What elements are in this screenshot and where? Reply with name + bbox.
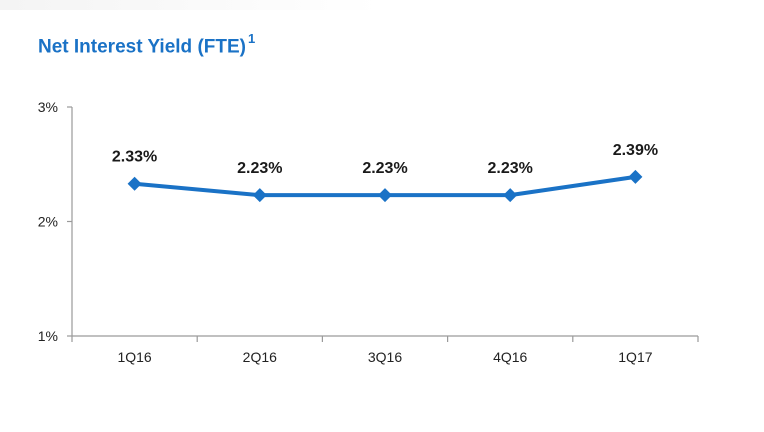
x-tick-label: 2Q16	[243, 349, 277, 365]
top-fade-decoration	[0, 0, 380, 10]
x-tick-label: 1Q17	[618, 349, 652, 365]
x-tick-label: 1Q16	[117, 349, 151, 365]
y-tick-label: 1%	[38, 328, 58, 344]
y-tick-label: 2%	[38, 214, 58, 230]
data-point-marker	[503, 188, 518, 203]
data-label: 2.39%	[613, 142, 658, 159]
title-footnote: 1	[247, 31, 256, 46]
y-tick-label: 3%	[38, 99, 58, 115]
chart-title-text: Net Interest Yield (FTE)	[38, 36, 246, 58]
data-label: 2.33%	[112, 149, 157, 166]
x-tick-label: 3Q16	[368, 349, 402, 365]
series-line-group	[127, 169, 643, 203]
data-label: 2.23%	[488, 160, 533, 177]
data-point-marker	[252, 188, 267, 203]
data-label-group: 2.33% 2.23% 2.23% 2.23% 2.39%	[112, 142, 658, 177]
x-tick-label: 4Q16	[493, 349, 527, 365]
y-axis: 1% 2% 3%	[38, 99, 73, 344]
data-label: 2.23%	[237, 160, 282, 177]
chart-title: Net Interest Yield (FTE) 1	[38, 31, 256, 58]
data-point-marker	[127, 176, 142, 191]
data-point-marker	[628, 169, 643, 184]
data-point-marker	[378, 188, 392, 203]
x-axis: 1Q16 2Q16 3Q16 4Q16 1Q17	[71, 335, 699, 365]
data-label: 2.23%	[362, 160, 407, 177]
